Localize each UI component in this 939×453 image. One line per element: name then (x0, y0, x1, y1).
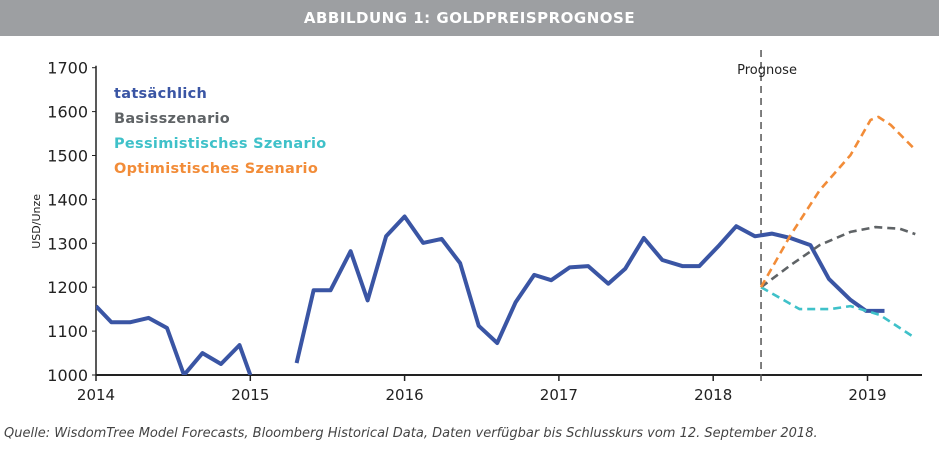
y-axis-label: USD/Unze (30, 194, 43, 249)
forecast-label: Prognose (737, 63, 797, 78)
x-tick-label: 2016 (386, 386, 424, 404)
series-line-0 (96, 214, 885, 375)
source-note: Quelle: WisdomTree Model Forecasts, Bloo… (4, 426, 818, 441)
y-tick-label: 1100 (47, 322, 88, 341)
legend-item-1: Basisszenario (114, 111, 230, 127)
x-tick-label: 2015 (231, 386, 269, 404)
gold-price-chart: 1000 1100 1200 1300 1400 1500 1600 1700 2014 2015… (30, 50, 922, 404)
y-tick-label: 1300 (47, 234, 88, 253)
y-tick-label: 1600 (47, 103, 88, 122)
series-lines (96, 115, 917, 375)
y-tick-label: 1000 (47, 366, 88, 385)
series-line-2 (760, 286, 917, 340)
x-tick-label: 2014 (77, 386, 115, 404)
legend: tatsächlich Basisszenario Pessimistisches … (114, 86, 326, 177)
legend-item-0: tatsächlich (114, 86, 207, 102)
y-tick-label: 1400 (47, 190, 88, 209)
x-tick-label: 2017 (540, 386, 578, 404)
chart-title-bar: ABBILDUNG 1: GOLDPREISPROGNOSE (0, 0, 939, 36)
y-tick-label: 1200 (47, 278, 88, 297)
x-tick-label: 2018 (694, 386, 732, 404)
x-tick-label: 2019 (848, 386, 886, 404)
axes: 1000 1100 1200 1300 1400 1500 1600 1700 2014 2015… (30, 50, 922, 404)
legend-item-3: Optimistisches Szenario (114, 161, 318, 177)
series-line-1 (760, 225, 916, 289)
series-line-3 (759, 115, 917, 288)
legend-item-2: Pessimistisches Szenario (114, 136, 326, 152)
y-tick-label: 1500 (47, 147, 88, 166)
y-tick-label: 1700 (47, 59, 88, 78)
